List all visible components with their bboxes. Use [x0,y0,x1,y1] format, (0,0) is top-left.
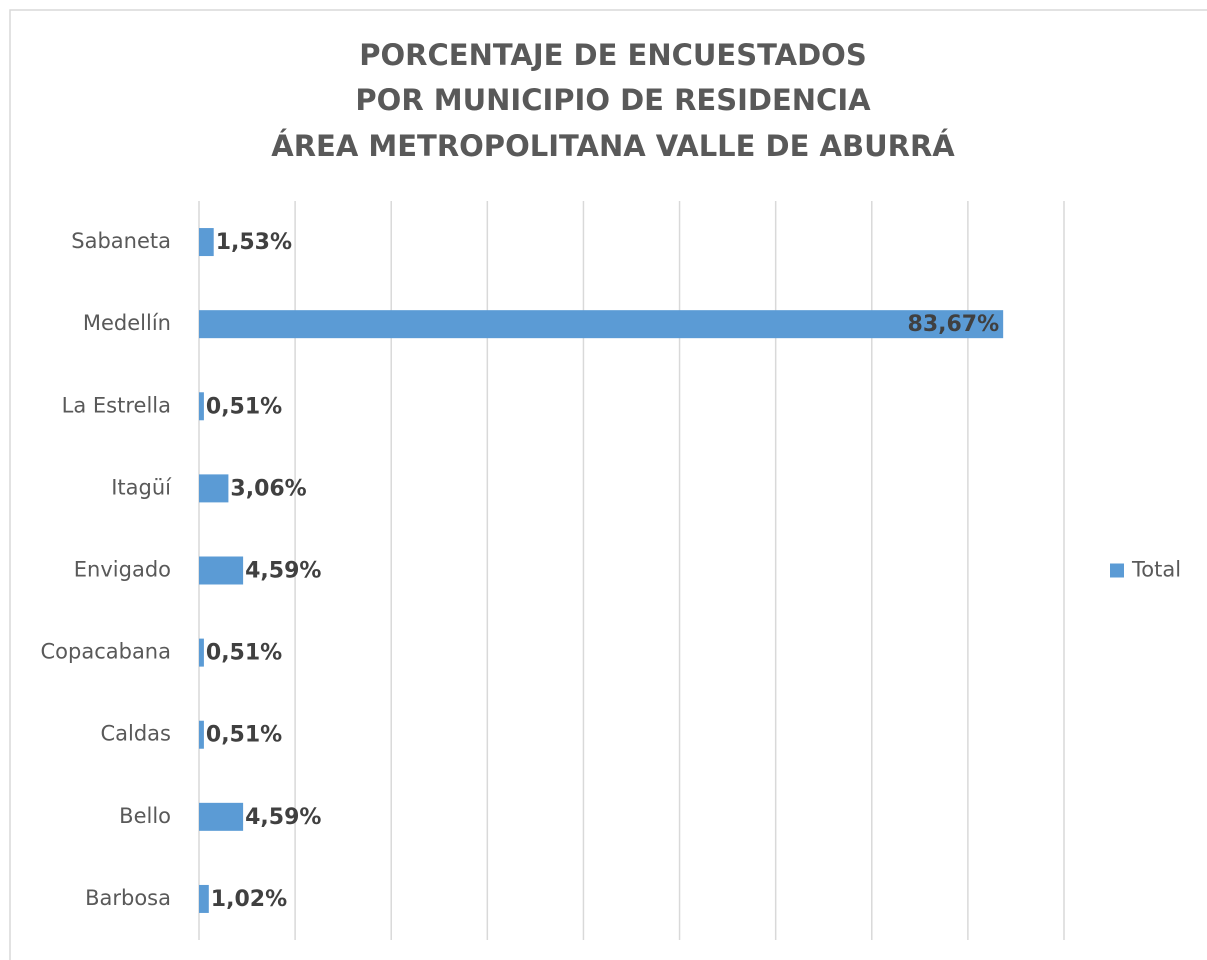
bar [199,228,214,257]
bar [199,884,209,913]
chart-title: PORCENTAJE DE ENCUESTADOS [359,38,866,72]
bar [199,392,204,421]
y-tick-label: Copacabana [40,640,171,664]
y-tick-label: Bello [119,804,171,828]
data-label: 1,53% [216,230,292,255]
legend-label: Total [1131,558,1181,582]
bar [199,638,204,667]
bar [199,720,204,749]
data-label: 3,06% [230,476,306,501]
bar [199,802,244,831]
data-label: 0,51% [206,641,282,666]
y-tick-label: Caldas [100,722,171,746]
chart-title: ÁREA METROPOLITANA VALLE DE ABURRÁ [271,129,955,163]
bar [199,556,244,585]
legend-swatch [1110,563,1124,578]
data-label: 1,02% [211,887,287,912]
chart-title: POR MUNICIPIO DE RESIDENCIA [355,83,871,117]
data-label: 83,67% [908,312,1000,337]
data-label: 4,59% [245,805,321,830]
y-tick-label: Barbosa [85,886,171,910]
y-tick-label: Itagüí [111,475,172,499]
y-tick-label: Sabaneta [71,229,171,253]
chart-border [9,9,1207,960]
bar [199,310,1004,339]
bar [199,474,229,503]
data-label: 0,51% [206,723,282,748]
y-tick-label: Medellín [83,311,171,335]
y-tick-label: Envigado [74,558,171,582]
data-label: 4,59% [245,559,321,584]
data-label: 0,51% [206,394,282,419]
y-tick-label: La Estrella [62,393,171,417]
